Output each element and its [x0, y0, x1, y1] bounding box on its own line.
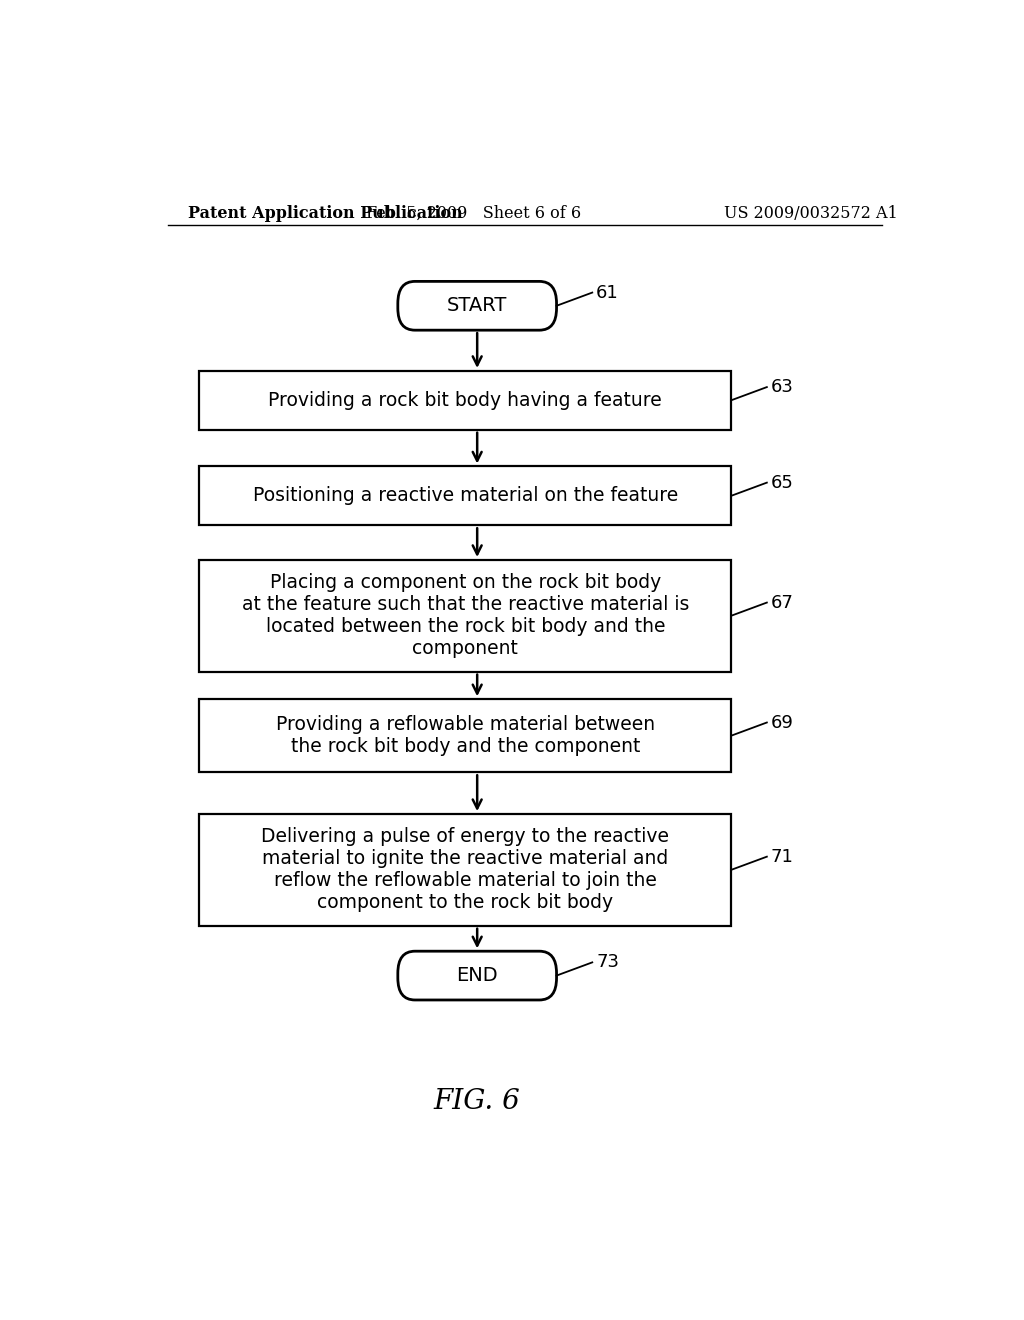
- FancyBboxPatch shape: [397, 281, 557, 330]
- Text: START: START: [447, 296, 507, 315]
- Text: 61: 61: [596, 284, 618, 301]
- Text: 69: 69: [771, 714, 794, 731]
- Text: 67: 67: [771, 594, 794, 611]
- Text: 63: 63: [771, 378, 794, 396]
- Text: 73: 73: [596, 953, 620, 972]
- Text: Positioning a reactive material on the feature: Positioning a reactive material on the f…: [253, 486, 678, 506]
- FancyBboxPatch shape: [200, 814, 731, 925]
- Text: 65: 65: [771, 474, 794, 491]
- FancyBboxPatch shape: [200, 700, 731, 772]
- FancyBboxPatch shape: [397, 952, 557, 1001]
- Text: Providing a reflowable material between
the rock bit body and the component: Providing a reflowable material between …: [275, 715, 654, 756]
- Text: Patent Application Publication: Patent Application Publication: [187, 206, 462, 222]
- FancyBboxPatch shape: [200, 371, 731, 430]
- Text: Providing a rock bit body having a feature: Providing a rock bit body having a featu…: [268, 391, 663, 409]
- Text: Placing a component on the rock bit body
at the feature such that the reactive m: Placing a component on the rock bit body…: [242, 573, 689, 659]
- Text: 71: 71: [771, 847, 794, 866]
- FancyBboxPatch shape: [200, 466, 731, 525]
- Text: US 2009/0032572 A1: US 2009/0032572 A1: [724, 206, 897, 222]
- Text: Feb. 5, 2009   Sheet 6 of 6: Feb. 5, 2009 Sheet 6 of 6: [366, 206, 581, 222]
- FancyBboxPatch shape: [200, 560, 731, 672]
- Text: Delivering a pulse of energy to the reactive
material to ignite the reactive mat: Delivering a pulse of energy to the reac…: [261, 828, 670, 912]
- Text: FIG. 6: FIG. 6: [434, 1088, 520, 1115]
- Text: END: END: [457, 966, 498, 985]
